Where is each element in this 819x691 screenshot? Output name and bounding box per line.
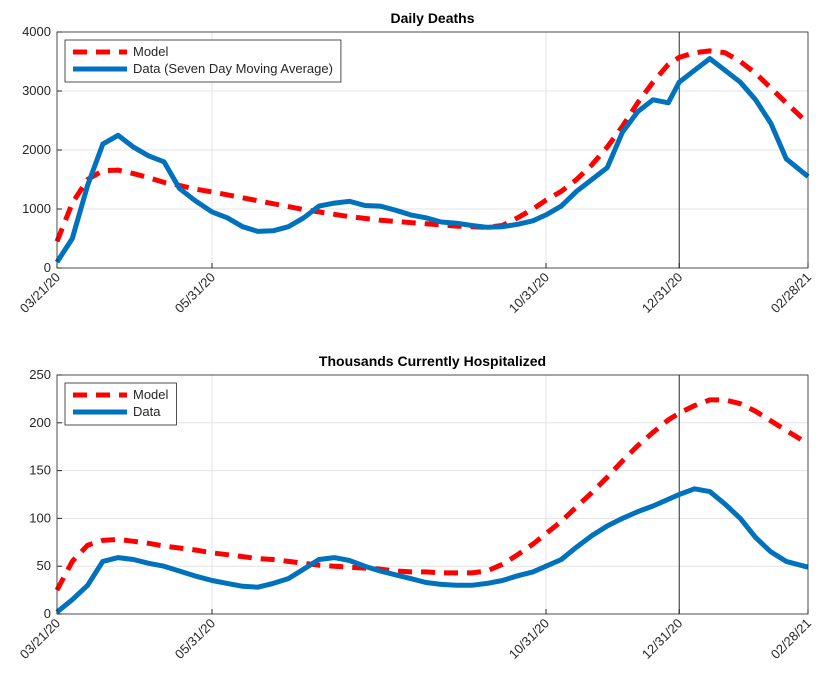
- y-tick-label: 0: [44, 260, 51, 275]
- legend-label: Model: [133, 387, 169, 402]
- x-tick-label: 12/31/20: [639, 616, 685, 662]
- y-tick-label: 2000: [22, 142, 51, 157]
- series-line: [54, 56, 810, 264]
- legend: Model Data: [64, 382, 177, 426]
- legend-label: Data: [133, 404, 161, 419]
- x-tick-label: 02/28/21: [768, 270, 814, 316]
- y-tick-label: 4000: [22, 24, 51, 39]
- y-tick-label: 150: [29, 463, 51, 478]
- chart-title: Daily Deaths: [390, 10, 474, 26]
- legend-box: [64, 39, 342, 83]
- axes-box: [56, 374, 809, 615]
- legend-label: Model: [133, 44, 169, 59]
- y-tick-label: 0: [44, 606, 51, 621]
- y-tick-label: 3000: [22, 83, 51, 98]
- series-line: [55, 486, 809, 615]
- x-tick-label: 10/31/20: [506, 270, 552, 316]
- y-tick-label: 50: [37, 558, 51, 573]
- y-tick-label: 200: [29, 415, 51, 430]
- x-tick-label: 05/31/20: [172, 616, 218, 662]
- y-tick-label: 250: [29, 367, 51, 382]
- x-tick-label: 12/31/20: [639, 270, 685, 316]
- x-tick-label: 02/28/21: [768, 616, 814, 662]
- axes-box: [56, 31, 809, 269]
- legend: Model Data (Seven Day Moving Average): [64, 39, 342, 83]
- chart-title: Thousands Currently Hospitalized: [319, 353, 546, 369]
- x-tick-label: 03/21/20: [17, 616, 63, 662]
- x-tick-label: 03/21/20: [17, 270, 63, 316]
- series-line: [54, 397, 810, 592]
- x-tick-label: 10/31/20: [506, 616, 552, 662]
- y-tick-label: 1000: [22, 201, 51, 216]
- legend-label: Data (Seven Day Moving Average): [133, 61, 333, 76]
- series-line: [54, 48, 810, 243]
- x-tick-label: 05/31/20: [172, 270, 218, 316]
- y-tick-label: 100: [29, 510, 51, 525]
- legend-box: [64, 382, 177, 426]
